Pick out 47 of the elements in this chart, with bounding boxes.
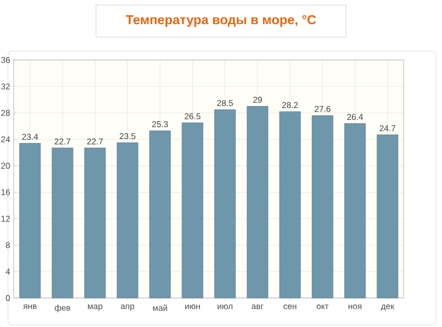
x-tick-label: ноя [348,304,362,310]
y-tick-label: 4 [6,268,10,274]
y-tick-label: 28 [1,110,10,116]
bar [214,109,236,298]
x-tick-label: авг [252,304,264,310]
x-tick-label: мар [88,304,102,311]
data-label: 29 [253,96,262,103]
data-label: 22.7 [54,138,70,144]
y-tick-label: 36 [1,57,10,63]
chart-title: Температура воды в море, °C [126,15,316,27]
data-label: 27.6 [314,106,330,112]
bar [312,115,334,298]
y-tick-label: 20 [1,162,10,169]
x-tick-label: май [152,304,168,311]
data-label: 28.2 [282,102,298,108]
data-label: 28.5 [217,100,233,106]
x-tick-label: янв [23,304,37,309]
data-label: 22.7 [87,138,103,144]
x-tick-label: сен [284,304,296,310]
x-tick-label: июн [185,304,200,310]
bar [149,130,171,298]
y-tick-label: 8 [6,242,10,248]
x-tick-label: апр [120,304,134,311]
bar [376,134,398,298]
bar [246,106,268,298]
y-tick-label: 0 [6,295,10,301]
data-label: 23.5 [120,133,136,140]
data-label: 24.7 [380,125,396,132]
bar [116,142,138,298]
y-tick-label: 24 [1,136,10,142]
bar [344,123,366,298]
data-label: 25.3 [152,121,168,128]
x-tick-label: дек [380,304,394,311]
bar [52,148,74,298]
x-tick-label: окт [316,304,329,310]
x-tick-label: июл [218,304,232,310]
bar [84,148,106,298]
y-tick-label: 16 [1,189,10,196]
y-tick-label: 32 [1,83,10,90]
data-label: 26.4 [347,114,364,120]
bar [19,143,41,298]
y-tick-label: 12 [1,216,10,222]
data-label: 26.5 [184,113,200,120]
bar [279,111,301,298]
bar [182,122,204,298]
data-label: 23.4 [22,134,38,140]
x-tick-label: фев [54,304,70,312]
